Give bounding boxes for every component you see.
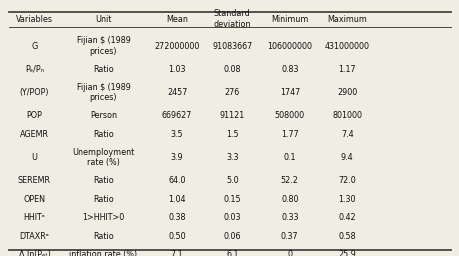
Text: POP: POP (27, 111, 42, 121)
Text: 7.1: 7.1 (170, 250, 183, 256)
Text: 9.4: 9.4 (340, 153, 353, 162)
Text: Fijian $ (1989
prices): Fijian $ (1989 prices) (76, 36, 130, 56)
Text: 1.30: 1.30 (338, 195, 355, 204)
Text: 0.33: 0.33 (280, 213, 298, 222)
Text: Δ ln(Pₑₜ): Δ ln(Pₑₜ) (18, 250, 50, 256)
Text: 7.4: 7.4 (340, 130, 353, 139)
Text: OPEN: OPEN (23, 195, 45, 204)
Text: 431000000: 431000000 (324, 41, 369, 51)
Text: 801000: 801000 (331, 111, 362, 121)
Text: 1.03: 1.03 (168, 65, 185, 74)
Text: G: G (31, 41, 38, 51)
Text: Ratio: Ratio (93, 65, 114, 74)
Text: (Y/POP): (Y/POP) (20, 88, 49, 97)
Text: HHITᵃ: HHITᵃ (23, 213, 45, 222)
Text: 2900: 2900 (336, 88, 357, 97)
Text: Maximum: Maximum (327, 15, 366, 24)
Text: SEREMR: SEREMR (18, 176, 51, 186)
Text: 272000000: 272000000 (154, 41, 199, 51)
Text: 5.0: 5.0 (225, 176, 238, 186)
Text: Minimum: Minimum (270, 15, 308, 24)
Text: 0.83: 0.83 (280, 65, 298, 74)
Text: Ratio: Ratio (93, 176, 114, 186)
Text: 0.1: 0.1 (283, 153, 296, 162)
Text: 0.03: 0.03 (223, 213, 241, 222)
Text: 64.0: 64.0 (168, 176, 185, 186)
Text: 1.5: 1.5 (225, 130, 238, 139)
Text: 0.06: 0.06 (223, 232, 241, 241)
Text: 3.9: 3.9 (170, 153, 183, 162)
Text: 0.80: 0.80 (280, 195, 298, 204)
Text: 91083667: 91083667 (212, 41, 252, 51)
Text: 25.9: 25.9 (338, 250, 355, 256)
Text: 52.2: 52.2 (280, 176, 298, 186)
Text: Unemployment
rate (%): Unemployment rate (%) (72, 148, 134, 167)
Text: 0.50: 0.50 (168, 232, 185, 241)
Text: 669627: 669627 (162, 111, 192, 121)
Text: Ratio: Ratio (93, 130, 114, 139)
Text: inflation rate (%): inflation rate (%) (69, 250, 137, 256)
Text: 1.04: 1.04 (168, 195, 185, 204)
Text: DTAXRᵃ: DTAXRᵃ (20, 232, 49, 241)
Text: 1.77: 1.77 (280, 130, 298, 139)
Text: 0: 0 (287, 250, 291, 256)
Text: Fijian $ (1989
prices): Fijian $ (1989 prices) (76, 83, 130, 102)
Text: 0.38: 0.38 (168, 213, 185, 222)
Text: 106000000: 106000000 (267, 41, 312, 51)
Text: 1.17: 1.17 (338, 65, 355, 74)
Text: 0.58: 0.58 (338, 232, 355, 241)
Text: Mean: Mean (166, 15, 188, 24)
Text: U: U (31, 153, 38, 162)
Text: Pₑ/Pₙ: Pₑ/Pₙ (25, 65, 44, 74)
Text: 0.42: 0.42 (338, 213, 355, 222)
Text: Person: Person (90, 111, 117, 121)
Text: Ratio: Ratio (93, 232, 114, 241)
Text: 3.5: 3.5 (170, 130, 183, 139)
Text: AGEMR: AGEMR (20, 130, 49, 139)
Text: 6.1: 6.1 (225, 250, 238, 256)
Text: 276: 276 (224, 88, 240, 97)
Text: Ratio: Ratio (93, 195, 114, 204)
Text: 72.0: 72.0 (338, 176, 355, 186)
Text: 1>HHIT>0: 1>HHIT>0 (82, 213, 124, 222)
Text: 0.37: 0.37 (280, 232, 298, 241)
Text: 1747: 1747 (279, 88, 299, 97)
Text: Unit: Unit (95, 15, 112, 24)
Text: 0.15: 0.15 (223, 195, 241, 204)
Text: 91121: 91121 (219, 111, 244, 121)
Text: Standard
deviation: Standard deviation (213, 9, 251, 29)
Text: 0.08: 0.08 (223, 65, 241, 74)
Text: 508000: 508000 (274, 111, 304, 121)
Text: Variables: Variables (16, 15, 53, 24)
Text: 2457: 2457 (167, 88, 187, 97)
Text: 3.3: 3.3 (225, 153, 238, 162)
